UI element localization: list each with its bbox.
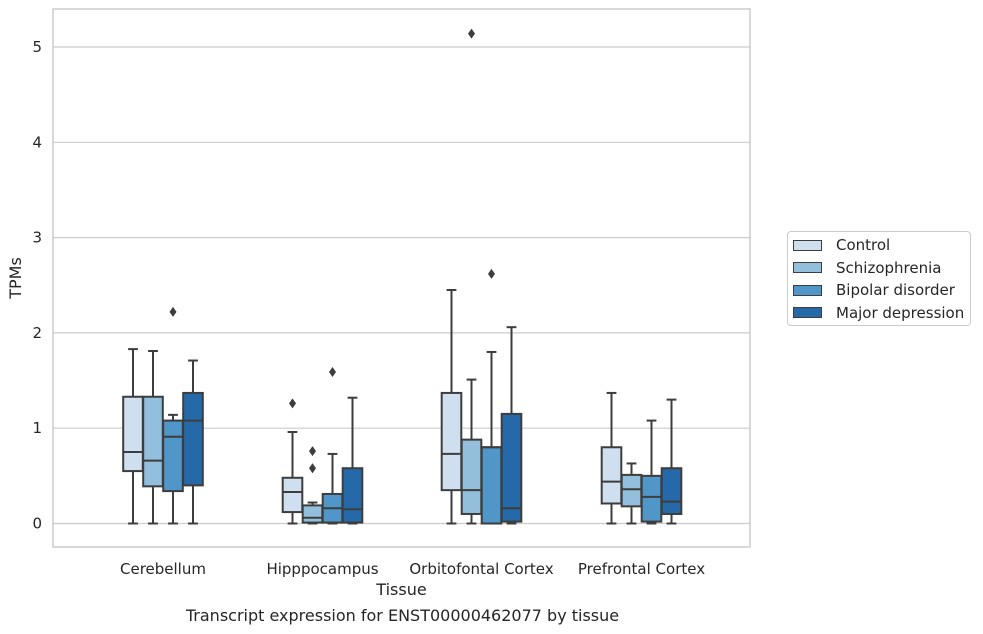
box: [600, 446, 623, 505]
x-axis-label: Tissue: [375, 580, 426, 599]
outlier-point: [468, 28, 475, 39]
outlier-point: [329, 366, 336, 377]
x-tick-label: Prefrontal Cortex: [578, 560, 705, 578]
legend-swatch: [793, 307, 822, 318]
chart-caption: Transcript expression for ENST0000046207…: [185, 606, 620, 625]
y-tick-label: 5: [32, 38, 42, 56]
legend-swatch: [793, 284, 822, 296]
legend-label: Bipolar disorder: [836, 281, 955, 299]
box: [500, 412, 523, 523]
legend-label: Schizophrenia: [836, 258, 942, 277]
legend-item: Bipolar disorder: [793, 279, 955, 301]
box: [440, 391, 463, 492]
legend-item: Schizophrenia: [793, 257, 941, 279]
box: [660, 467, 683, 515]
box: [281, 476, 304, 514]
y-axis-label: TPMs: [6, 257, 25, 300]
legend-swatch: [793, 239, 822, 251]
y-tick-labels: 0 1 2 3 4 5: [32, 38, 42, 533]
y-tick-label: 1: [32, 419, 42, 437]
x-tick-label: Orbitofontal Cortex: [409, 560, 553, 578]
legend: Control Schizophrenia Bipolar disorder Majo…: [787, 231, 971, 326]
series-bipolar-disorder: [162, 268, 663, 525]
box: [122, 395, 144, 473]
plot-area-frame: [52, 8, 751, 548]
legend-label: Major depression: [836, 303, 965, 322]
box: [640, 474, 663, 523]
legend-item: Control: [793, 234, 890, 256]
y-tick-label: 3: [32, 229, 42, 247]
box: [142, 395, 164, 488]
outlier-point: [289, 398, 296, 409]
x-tick-label: Cerebellum: [120, 560, 206, 578]
x-tick-label: Hipppocampus: [266, 560, 378, 578]
outlier-point: [309, 463, 316, 474]
outlier-point: [309, 446, 316, 457]
box: [341, 467, 364, 524]
box: [620, 473, 643, 508]
box-plot-series: [122, 28, 683, 525]
box: [301, 504, 324, 524]
box: [460, 438, 483, 515]
series-schizophrenia: [142, 28, 643, 525]
y-tick-label: 0: [32, 515, 42, 533]
series-control: [122, 289, 623, 525]
legend-item: Major depression: [793, 302, 964, 324]
x-tick-labels: Cerebellum Hipppocampus Orbitofontal Corte…: [120, 560, 705, 578]
y-tick-label: 4: [32, 133, 42, 151]
legend-label: Control: [836, 236, 891, 254]
box: [182, 391, 204, 487]
box: [480, 446, 503, 525]
outlier-point: [488, 268, 495, 279]
legend-swatch: [793, 262, 822, 273]
outlier-point: [169, 306, 177, 317]
box: [162, 419, 184, 493]
series-major-depression: [182, 326, 683, 525]
y-tick-label: 2: [32, 324, 42, 342]
